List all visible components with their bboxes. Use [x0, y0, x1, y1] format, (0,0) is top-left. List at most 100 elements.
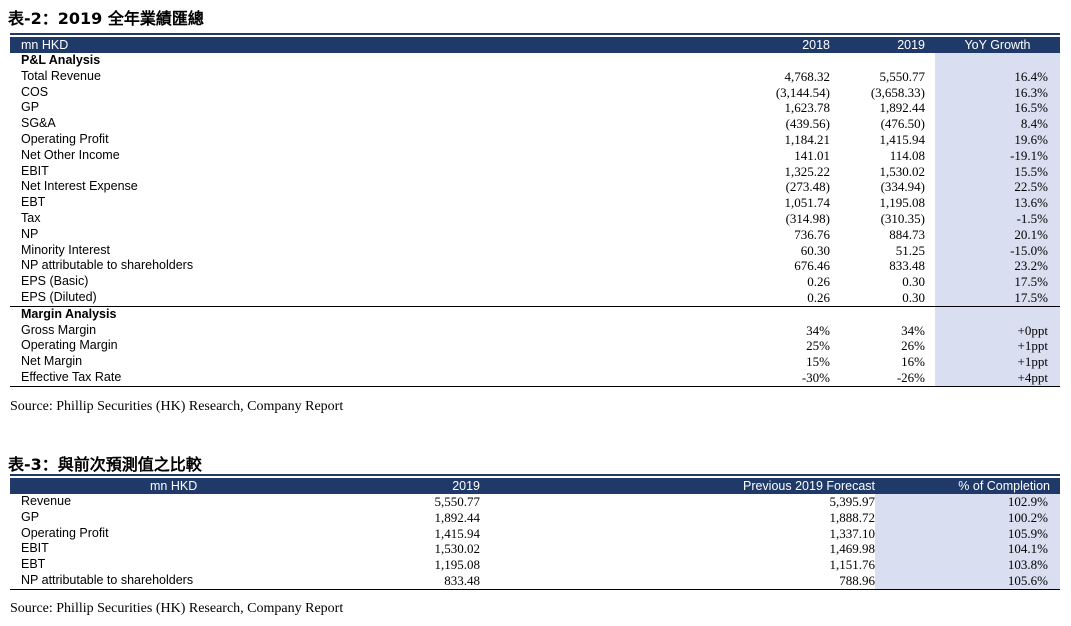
section-heading: P&L Analysis: [21, 53, 101, 67]
table3-header-row: mn HKD 2019 Previous 2019 Forecast % of …: [10, 478, 1060, 494]
table2-top-rule: [10, 33, 1060, 35]
row-label: Operating Profit: [21, 131, 109, 146]
completion-pct: 100.2%: [875, 509, 1060, 526]
value-2019: (310.35): [880, 210, 925, 226]
yoy-growth: 8.4%: [935, 116, 1060, 132]
table-row: EBT 1,051.74 1,195.08 13.6%: [10, 195, 1060, 211]
yoy-growth: -15.0%: [935, 242, 1060, 259]
table3-header-2019: 2019: [380, 478, 510, 494]
value-2018: (273.48): [785, 179, 830, 195]
value-2019: 1,530.02: [434, 541, 481, 557]
forecast-comparison-table: mn HKD 2019 Previous 2019 Forecast % of …: [10, 478, 1060, 590]
yoy-growth: 19.6%: [935, 131, 1060, 148]
value-2018: 1,623.78: [784, 100, 831, 116]
row-label: EBT: [21, 195, 46, 210]
value-2019: 1,195.08: [434, 557, 481, 573]
table-row: EBIT 1,530.02 1,469.98 104.1%: [10, 541, 1060, 558]
row-label: EBT: [21, 557, 46, 572]
previous-forecast: 1,337.10: [829, 525, 876, 541]
table-row: Net Other Income 141.01 114.08 -19.1%: [10, 147, 1060, 164]
table3-top-rule: [10, 474, 1060, 476]
row-label: Tax: [21, 210, 41, 225]
value-2018: 141.01: [794, 147, 830, 163]
value-2018: (439.56): [785, 116, 830, 132]
table-row: Total Revenue 4,768.32 5,550.77 16.4%: [10, 68, 1060, 85]
row-label: Net Margin: [21, 354, 83, 369]
table-row: NP 736.76 884.73 20.1%: [10, 226, 1060, 243]
yoy-growth: 15.5%: [935, 163, 1060, 180]
completion-pct: 105.6%: [875, 572, 1060, 590]
row-label: Revenue: [21, 494, 72, 508]
value-2019: 833.48: [889, 258, 925, 274]
table-row: GP 1,892.44 1,888.72 100.2%: [10, 509, 1060, 526]
value-2019: 34%: [901, 322, 925, 338]
table-row: COS (3,144.54) (3,658.33) 16.3%: [10, 84, 1060, 101]
table2-header-label: mn HKD: [10, 37, 630, 53]
table-row: NP attributable to shareholders 676.46 833…: [10, 258, 1060, 275]
row-label: GP: [21, 100, 40, 115]
row-label: Net Interest Expense: [21, 179, 138, 194]
row-label: Gross Margin: [21, 322, 97, 337]
table3-title: 表-3：與前次預測值之比較: [8, 455, 202, 474]
table-row: EPS (Diluted) 0.26 0.30 17.5%: [10, 289, 1060, 307]
previous-forecast: 5,395.97: [829, 494, 876, 509]
previous-forecast: 788.96: [510, 572, 875, 590]
row-label: Net Other Income: [21, 147, 120, 162]
table-row: EBT 1,195.08 1,151.76 103.8%: [10, 557, 1060, 573]
completion-pct: 102.9%: [875, 494, 1060, 510]
value-2019: 1,415.94: [434, 525, 481, 541]
value-2018: 0.26: [807, 274, 830, 290]
table-row: Net Interest Expense (273.48) (334.94) 22.5…: [10, 179, 1060, 196]
value-2019: 51.25: [895, 242, 925, 258]
value-2019: (476.50): [880, 116, 925, 132]
value-2019: 884.73: [889, 226, 925, 242]
row-label: Minority Interest: [21, 242, 110, 257]
table3-header-label: mn HKD: [10, 478, 380, 494]
yoy-growth: 16.3%: [935, 84, 1060, 101]
value-2018: 736.76: [794, 226, 830, 242]
table-row: Operating Profit 1,415.94 1,337.10 105.9%: [10, 525, 1060, 542]
section-heading-row: P&L Analysis: [10, 53, 1060, 69]
table-row: EBIT 1,325.22 1,530.02 15.5%: [10, 163, 1060, 180]
section-heading-row: Margin Analysis: [10, 305, 1060, 323]
yoy-growth: -1.5%: [935, 210, 1060, 227]
table-row: SG&A (439.56) (476.50) 8.4%: [10, 116, 1060, 132]
row-label: EBIT: [21, 163, 49, 178]
table2-header-2018: 2018: [630, 37, 830, 53]
value-2018: 60.30: [800, 242, 830, 258]
value-2018: 676.46: [794, 258, 830, 274]
value-2019: 1,892.44: [434, 509, 481, 525]
value-2018: 25%: [806, 338, 830, 354]
value-2018: 4,768.32: [784, 68, 831, 84]
row-label: EPS (Basic): [21, 274, 89, 289]
yoy-growth: -19.1%: [935, 147, 1060, 164]
yoy-growth: +0ppt: [935, 322, 1060, 339]
yoy-growth: 17.5%: [935, 274, 1060, 290]
row-label: NP attributable to shareholders: [10, 572, 380, 590]
yoy-growth: 16.5%: [935, 100, 1060, 117]
value-2019: (3,658.33): [870, 84, 925, 100]
row-label: EPS (Diluted): [21, 289, 97, 304]
yoy-growth: 22.5%: [935, 179, 1060, 196]
table3-source: Source: Phillip Securities (HK) Research…: [10, 601, 344, 616]
value-2018: 34%: [806, 322, 830, 338]
table-row: Operating Profit 1,184.21 1,415.94 19.6%: [10, 131, 1060, 148]
table-row: Gross Margin 34% 34% +0ppt: [10, 322, 1060, 339]
table2-header-row: mn HKD 2018 2019 YoY Growth: [10, 37, 1060, 53]
table2-header-yoy: YoY Growth: [935, 37, 1060, 53]
previous-forecast: 1,151.76: [829, 557, 876, 573]
value-2019: 5,550.77: [434, 494, 481, 509]
table-row: GP 1,623.78 1,892.44 16.5%: [10, 100, 1060, 117]
section-heading: Margin Analysis: [10, 305, 630, 323]
value-2019: 5,550.77: [879, 68, 926, 84]
value-2019: 1,415.94: [879, 131, 926, 147]
row-label: COS: [21, 84, 49, 99]
yoy-growth: 20.1%: [935, 226, 1060, 243]
row-label: NP attributable to shareholders: [21, 258, 194, 273]
yoy-growth: +4ppt: [935, 369, 1060, 387]
value-2018: 1,184.21: [784, 131, 831, 147]
yoy-growth: 17.5%: [935, 289, 1060, 307]
previous-forecast: 1,469.98: [829, 541, 876, 557]
value-2019: 1,195.08: [879, 195, 926, 211]
table-row: Operating Margin 25% 26% +1ppt: [10, 338, 1060, 355]
